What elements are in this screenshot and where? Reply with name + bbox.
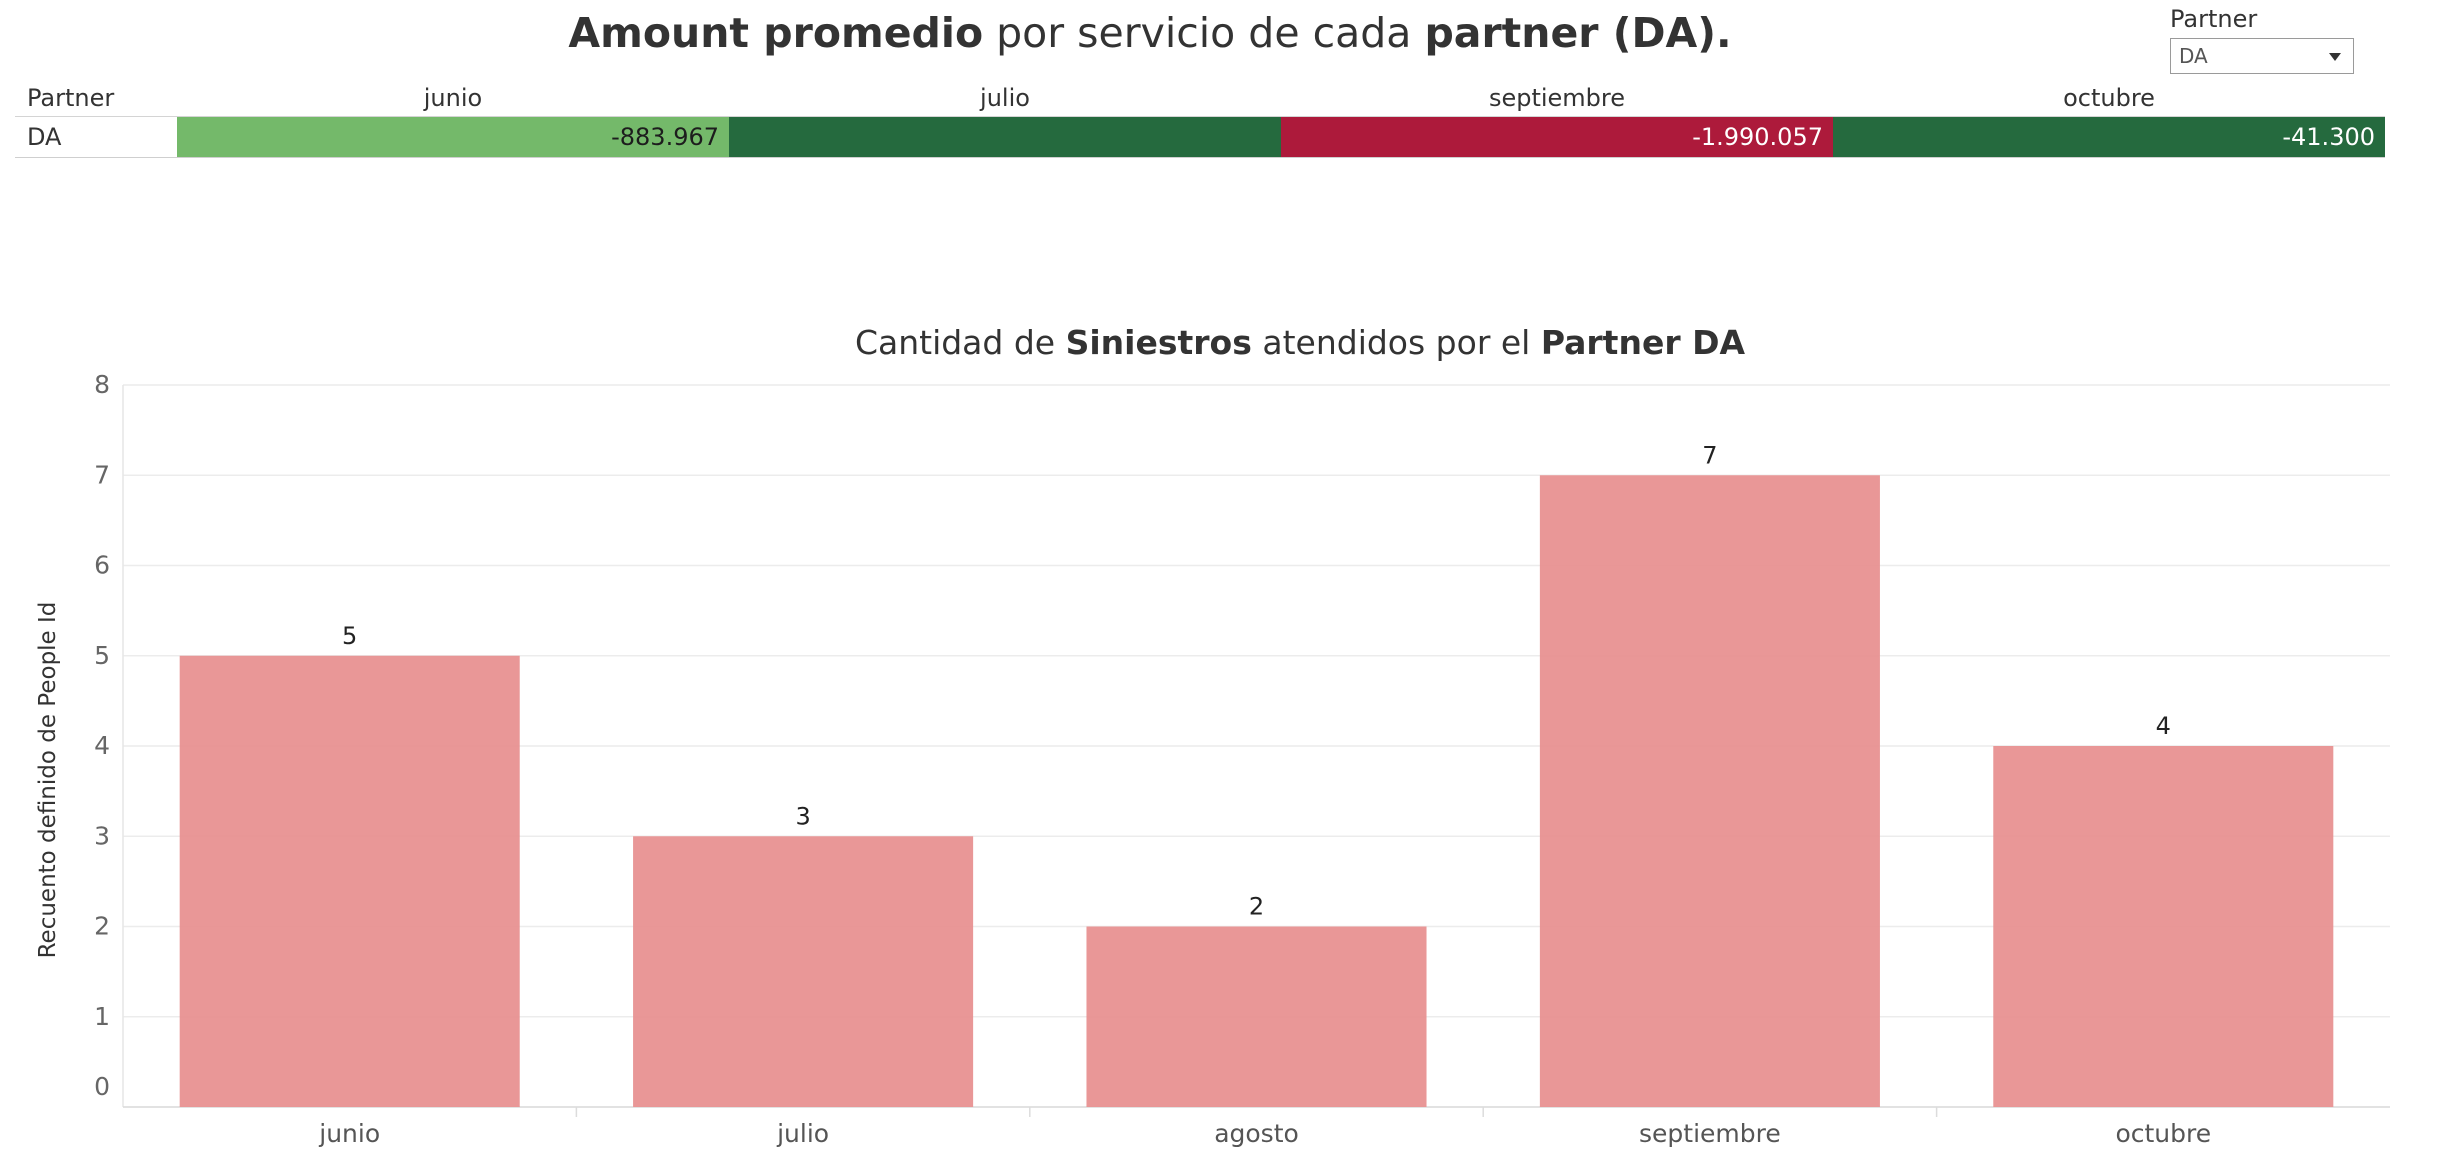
heatmap-header-row: Partner junio julio septiembre octubre bbox=[15, 80, 2385, 117]
partner-filter-label: Partner bbox=[2170, 5, 2258, 33]
page-title-part: (DA). bbox=[1598, 9, 1732, 57]
y-tick-label: 2 bbox=[94, 912, 110, 941]
bar[interactable] bbox=[179, 655, 520, 1107]
bar[interactable] bbox=[1086, 926, 1427, 1108]
heatmap-row: DA -883.967 -1.990.057 -41.300 bbox=[15, 117, 2385, 158]
data-label: 4 bbox=[2156, 712, 2171, 740]
x-tick-label: julio bbox=[776, 1119, 829, 1148]
partner-filter-dropdown[interactable]: DA bbox=[2170, 38, 2354, 74]
bar[interactable] bbox=[1539, 475, 1880, 1107]
heatmap-col-header: octubre bbox=[2063, 84, 2155, 112]
partner-filter-value: DA bbox=[2179, 44, 2208, 68]
bar-chart-title-part: Siniestros bbox=[1065, 323, 1252, 362]
heatmap-cell[interactable]: -41.300 bbox=[1833, 117, 2385, 157]
data-label: 5 bbox=[342, 622, 357, 650]
heatmap-cell[interactable] bbox=[729, 117, 1281, 157]
heatmap-col-header: septiembre bbox=[1488, 84, 1626, 112]
x-axis: junio julio agosto septiembre octubre bbox=[318, 1107, 2211, 1148]
page-title: Amount promedio por servicio de cada par… bbox=[0, 2, 2300, 64]
page-title-part: partner bbox=[1424, 9, 1599, 57]
heatmap-corner-label: Partner bbox=[27, 84, 115, 112]
y-tick-label: 1 bbox=[94, 1002, 110, 1031]
bar[interactable] bbox=[633, 836, 974, 1107]
page-title-part: por servicio de cada bbox=[983, 9, 1425, 57]
x-tick-label: septiembre bbox=[1639, 1119, 1781, 1148]
y-axis: 0 1 2 3 4 5 6 7 8 bbox=[94, 370, 110, 1101]
y-tick-label: 8 bbox=[94, 370, 110, 399]
data-labels: 5 3 2 7 4 bbox=[342, 441, 2171, 920]
heatmap-col-header: junio bbox=[423, 84, 483, 112]
bar-chart-title-part: Partner DA bbox=[1540, 323, 1746, 362]
heatmap-cell[interactable]: -883.967 bbox=[177, 117, 729, 157]
data-label: 3 bbox=[795, 802, 810, 830]
heatmap-cell[interactable]: -1.990.057 bbox=[1281, 117, 1833, 157]
y-tick-label: 6 bbox=[94, 551, 110, 580]
x-tick-label: junio bbox=[318, 1119, 380, 1148]
y-tick-label: 5 bbox=[94, 641, 110, 670]
heatmap-row-label: DA bbox=[27, 123, 62, 151]
y-tick-label: 0 bbox=[94, 1072, 110, 1101]
data-label: 7 bbox=[1702, 441, 1717, 469]
y-tick-label: 3 bbox=[94, 821, 110, 850]
chevron-down-icon bbox=[2329, 53, 2341, 61]
y-tick-label: 7 bbox=[94, 460, 110, 489]
bars bbox=[179, 475, 2334, 1108]
bar-chart-title: Cantidad de Siniestros atendidos por el … bbox=[0, 318, 2452, 368]
bar-chart-title-part: Cantidad de bbox=[854, 323, 1066, 362]
bar-chart-title-part: atendidos por el bbox=[1251, 323, 1541, 362]
partner-filter: Partner DA bbox=[2170, 2, 2360, 74]
page-title-part: Amount promedio bbox=[568, 9, 984, 57]
bar[interactable] bbox=[1993, 746, 2334, 1107]
heatmap-col-header: julio bbox=[980, 84, 1030, 112]
y-tick-label: 4 bbox=[94, 731, 110, 760]
data-label: 2 bbox=[1249, 893, 1264, 921]
x-tick-label: agosto bbox=[1214, 1119, 1299, 1148]
x-tick-label: octubre bbox=[2115, 1119, 2211, 1148]
